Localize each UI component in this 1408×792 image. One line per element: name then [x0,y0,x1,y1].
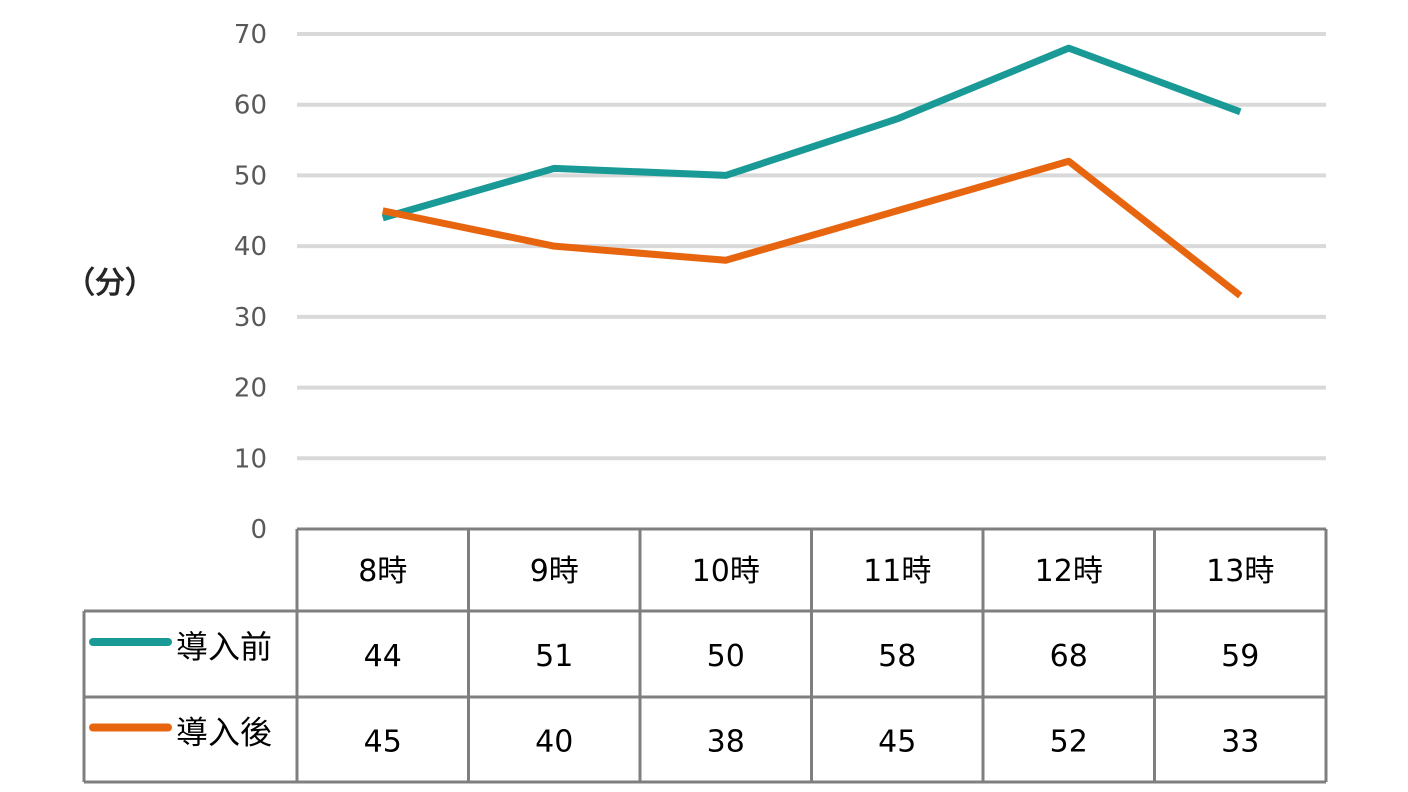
x-category-label: 12時 [1035,554,1103,589]
x-category-label: 8時 [358,554,407,589]
y-axis-label: （分） [65,266,155,301]
y-tick-label: 40 [234,232,267,262]
series-line [381,44,1242,222]
y-tick-label: 60 [234,91,267,121]
y-tick-label: 30 [234,303,267,333]
x-category-label: 10時 [692,554,760,589]
data-table-value: 59 [1221,639,1259,674]
data-table-value: 52 [1050,725,1088,760]
gridlines [297,32,1326,461]
data-table-value: 51 [535,639,573,674]
y-tick-label: 0 [250,515,267,545]
y-axis-ticks: 0 10 20 30 40 50 60 70 [234,20,267,545]
x-category-label: 9時 [530,554,579,589]
series-name-label: 導入前 [176,628,272,666]
series-lines [381,44,1243,299]
data-table-value: 33 [1221,725,1259,760]
data-table-value: 68 [1050,639,1088,674]
y-tick-label: 10 [234,444,267,474]
data-table-value: 45 [878,725,916,760]
series-line [382,157,1243,299]
data-table-value: 38 [707,725,745,760]
y-tick-label: 20 [234,374,267,404]
y-tick-label: 70 [234,20,267,50]
data-table-value: 45 [364,725,402,760]
data-table-value: 40 [535,725,573,760]
data-table-value: 44 [364,639,402,674]
data-table-value: 50 [707,639,745,674]
x-category-label: 13時 [1206,554,1274,589]
y-tick-label: 50 [234,161,267,191]
x-category-label: 11時 [863,554,931,589]
series-name-label: 導入後 [176,714,272,752]
data-table-value: 58 [878,639,916,674]
